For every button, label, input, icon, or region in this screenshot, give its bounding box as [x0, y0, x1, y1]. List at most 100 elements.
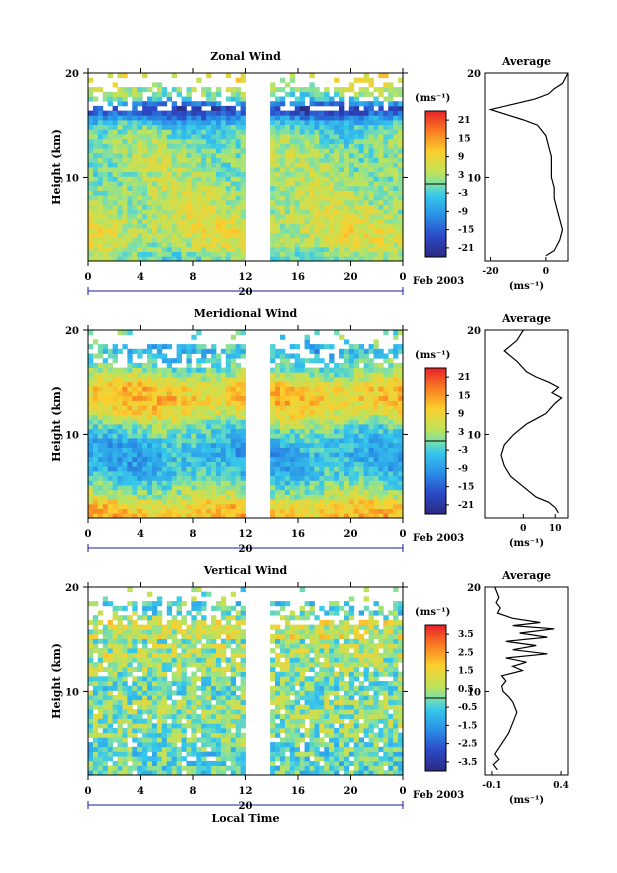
heatmap-cell [343, 228, 350, 234]
heatmap-cell [225, 447, 232, 453]
heatmap-cell [358, 348, 365, 354]
heatmap-cell [97, 466, 104, 472]
heatmap-cell [102, 461, 109, 467]
heatmap-cell [181, 199, 187, 205]
heatmap-cell [284, 148, 291, 154]
heatmap-cell [92, 704, 99, 710]
heatmap-cell [127, 638, 133, 644]
heatmap-cell [353, 391, 360, 397]
heatmap-cell [299, 157, 305, 163]
heatmap-cell [191, 475, 197, 481]
heatmap-cell [279, 246, 286, 252]
heatmap-cell [279, 124, 286, 130]
heatmap-cell [117, 765, 123, 771]
heatmap-cell [127, 657, 133, 663]
heatmap-cell [156, 405, 163, 411]
heatmap-cell [225, 251, 232, 257]
heatmap-cell [270, 185, 276, 191]
heatmap-cell [88, 214, 94, 220]
heatmap-cell [196, 414, 202, 420]
heatmap-cell [334, 362, 340, 368]
heatmap-cell [112, 386, 118, 392]
heatmap-cell [171, 657, 177, 663]
heatmap-cell [196, 405, 202, 411]
heatmap-cell [137, 148, 143, 154]
heatmap-cell [88, 358, 94, 364]
heatmap-cell [284, 456, 291, 462]
heatmap-cell [191, 148, 197, 154]
heatmap-cell [191, 508, 197, 514]
heatmap-cell [279, 77, 286, 83]
heatmap-cell [398, 246, 404, 252]
heatmap-cell [363, 442, 369, 448]
heatmap-cell [279, 162, 286, 168]
heatmap-cell [137, 728, 143, 734]
heatmap-cell [373, 438, 379, 444]
heatmap-cell [107, 424, 114, 430]
heatmap-cell [363, 246, 369, 252]
heatmap-cell [122, 742, 128, 748]
heatmap-cell [348, 391, 355, 397]
heatmap-cell [220, 428, 227, 434]
heatmap-cell [191, 438, 197, 444]
heatmap-cell [339, 105, 345, 111]
heatmap-cell [319, 391, 325, 397]
heatmap-cell [299, 101, 305, 107]
heatmap-cell [240, 405, 246, 411]
heatmap-cell [373, 115, 379, 121]
heatmap-cell [388, 157, 394, 163]
heatmap-cell [339, 91, 345, 97]
heatmap-cell [132, 765, 138, 771]
heatmap-cell [378, 395, 384, 401]
heatmap-cell [92, 214, 99, 220]
heatmap-cell [186, 237, 192, 243]
heatmap-cell [378, 199, 384, 205]
heatmap-cell [388, 148, 394, 154]
heatmap-cell [225, 424, 232, 430]
heatmap-cell [137, 409, 143, 415]
heatmap-cell [225, 246, 232, 252]
heatmap-cell [176, 199, 182, 205]
heatmap-cell [304, 204, 310, 210]
heatmap-cell [388, 204, 394, 210]
heatmap-cell [215, 242, 222, 248]
heatmap-cell [368, 120, 374, 126]
heatmap-cell [215, 171, 222, 177]
heatmap-cell [156, 732, 163, 738]
heatmap-cell [235, 489, 241, 495]
heatmap-cell [309, 452, 315, 458]
heatmap-cell [220, 471, 227, 477]
heatmap-cell [122, 695, 128, 701]
heatmap-cell [299, 466, 305, 472]
heatmap-cell [393, 242, 399, 248]
heatmap-cell [88, 494, 94, 500]
heatmap-cell [329, 246, 335, 252]
heatmap-cell [279, 87, 286, 93]
heatmap-cell [88, 456, 94, 462]
heatmap-cell [348, 377, 355, 383]
heatmap-cell [398, 176, 404, 182]
heatmap-cell [92, 681, 99, 687]
heatmap-cell [196, 162, 202, 168]
heatmap-cell [275, 433, 281, 439]
heatmap-cell [122, 372, 128, 378]
heatmap-cell [161, 167, 168, 173]
heatmap-cell [191, 87, 197, 93]
heatmap-cell [230, 372, 237, 378]
heatmap-cell [156, 671, 163, 677]
heatmap-cell [132, 242, 138, 248]
heatmap-cell [122, 386, 128, 392]
heatmap-cell [151, 513, 158, 519]
heatmap-cell [142, 242, 148, 248]
heatmap-cell [142, 751, 148, 757]
heatmap-cell [270, 348, 276, 354]
heatmap-cell [378, 218, 384, 224]
heatmap-cell [112, 181, 118, 187]
heatmap-cell [156, 485, 163, 491]
heatmap-cell [284, 494, 291, 500]
heatmap-cell [112, 652, 118, 658]
heatmap-cell [107, 699, 114, 705]
heatmap-cell [97, 353, 104, 359]
heatmap-cell [142, 695, 148, 701]
